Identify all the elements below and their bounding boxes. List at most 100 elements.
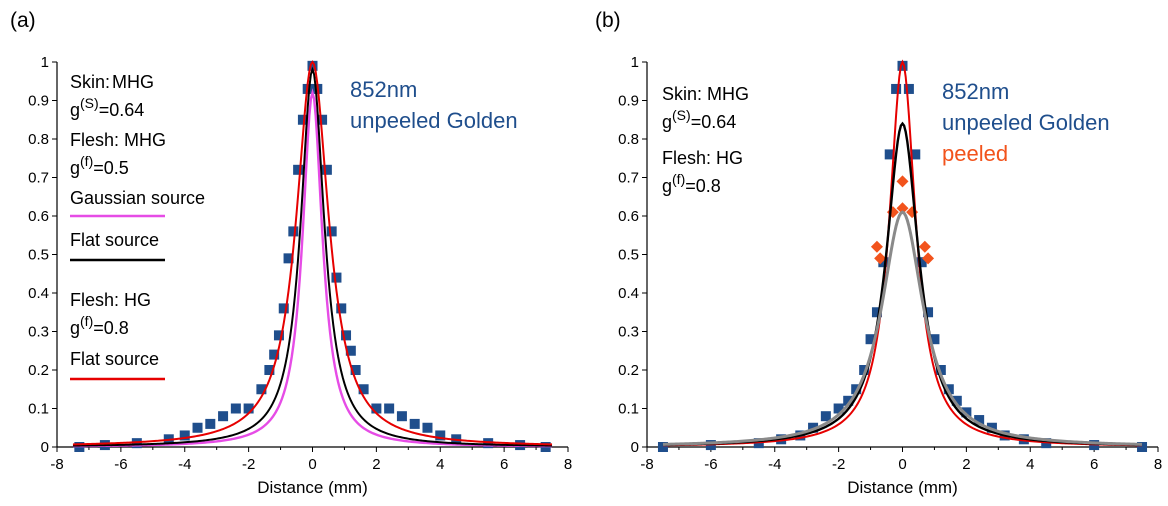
flesh1-g-a: g(f)=0.5 xyxy=(70,153,129,178)
y-tick-label-a-2: 0.2 xyxy=(28,362,49,379)
x-tick-label-a-5: 2 xyxy=(372,456,380,473)
data-point-a-0-12 xyxy=(269,349,280,360)
data-point-a-0-24 xyxy=(326,226,337,237)
data-point-b-1-1 xyxy=(874,252,887,265)
skin-g-b-sup: (S) xyxy=(672,107,691,123)
flesh-g-b-value: =0.8 xyxy=(685,176,721,196)
y-tick-label-a-10: 1 xyxy=(41,54,49,71)
plot-area-b: -8 -6 -4 -2 0 2 4 6 8 0 0.1 0.2 0.3 0.4 0.5 0.6 0.7 0.8 0.… xyxy=(618,54,1162,497)
skin-g-a-prefix: g xyxy=(70,100,80,120)
x-axis-label-a: Distance (mm) xyxy=(257,478,368,497)
x-tick-label-b-1: -6 xyxy=(704,456,717,473)
data-point-b-0-10 xyxy=(859,365,870,375)
annotation-wavelength-a: 852nm xyxy=(350,77,417,102)
data-point-a-0-13 xyxy=(273,330,284,341)
flesh-g-b-prefix: g xyxy=(662,176,672,196)
panel-label-a: (a) xyxy=(10,9,36,32)
data-point-a-0-5 xyxy=(192,422,203,433)
data-point-a-0-27 xyxy=(341,330,352,341)
y-tick-label-a-3: 0.3 xyxy=(28,324,49,341)
y-tick-label-a-4: 0.4 xyxy=(28,285,49,302)
legend-gaussian-label: Gaussian source xyxy=(70,188,205,208)
data-point-b-0-12 xyxy=(871,307,882,318)
legend-flat-black-label: Flat source xyxy=(70,230,159,250)
flesh2-g-a-sup: (f) xyxy=(80,313,93,329)
skin-model-b: MHG xyxy=(707,84,749,104)
skin-g-a: g(S)=0.64 xyxy=(70,95,144,120)
series-line-b-4 xyxy=(662,210,1143,446)
series-line-b-3 xyxy=(662,121,1143,446)
flesh-g-b: g(f)=0.8 xyxy=(662,171,721,196)
x-tick-label-b-5: 2 xyxy=(962,456,970,473)
data-point-b-0-17 xyxy=(903,83,914,94)
data-point-a-0-22 xyxy=(317,114,328,125)
data-point-a-0-29 xyxy=(350,365,361,375)
skin-g-a-value: =0.64 xyxy=(99,100,145,120)
x-tick-label-b-8: 8 xyxy=(1154,456,1162,473)
y-tick-label-a-0: 0 xyxy=(41,439,49,456)
x-axis-label-b: Distance (mm) xyxy=(847,478,958,497)
skin-label-b-text: Skin: xyxy=(662,84,702,104)
data-point-a-0-11 xyxy=(264,365,275,375)
x-tick-label-b-4: 0 xyxy=(898,456,906,473)
skin-g-a-sup: (S) xyxy=(80,95,99,111)
x-tick-label-a-0: -8 xyxy=(50,456,63,473)
y-tick-label-b-2: 0.2 xyxy=(618,362,639,379)
annotation-wavelength-b: 852nm xyxy=(942,79,1009,104)
flesh1-label-a: Flesh: MHG xyxy=(70,130,166,150)
data-point-b-0-22 xyxy=(935,365,946,375)
y-tick-label-b-1: 0.1 xyxy=(618,401,639,418)
data-point-a-0-6 xyxy=(205,418,216,429)
data-point-a-0-30 xyxy=(358,384,369,395)
data-point-b-0-14 xyxy=(884,149,895,160)
data-point-a-0-36 xyxy=(435,430,446,441)
legend-flat-red-label: Flat source xyxy=(70,349,159,369)
data-point-a-0-25 xyxy=(331,272,342,283)
series-line-a-2 xyxy=(72,66,553,447)
data-point-a-0-23 xyxy=(321,164,332,175)
flesh-label-b: Flesh: HG xyxy=(662,148,743,168)
skin-model-a: MHG xyxy=(112,72,154,92)
skin-g-b-value: =0.64 xyxy=(691,112,737,132)
data-point-a-0-15 xyxy=(283,253,294,264)
y-tick-label-b-9: 0.9 xyxy=(618,93,639,110)
y-tick-label-b-10: 1 xyxy=(631,54,639,71)
data-point-b-0-15 xyxy=(891,83,902,94)
flesh2-label-a: Flesh: HG xyxy=(70,290,151,310)
data-point-a-0-20 xyxy=(307,60,318,71)
x-tick-label-a-2: -4 xyxy=(178,456,191,473)
data-point-a-0-9 xyxy=(243,403,254,414)
x-tick-label-a-1: -6 xyxy=(114,456,127,473)
data-point-b-0-13 xyxy=(878,257,889,268)
data-point-b-0-8 xyxy=(843,395,854,406)
flesh2-g-a-value: =0.8 xyxy=(93,318,129,338)
data-point-a-0-10 xyxy=(256,384,267,395)
y-tick-label-b-7: 0.7 xyxy=(618,170,639,187)
data-point-b-0-19 xyxy=(916,257,927,268)
flesh-g-b-sup: (f) xyxy=(672,171,685,187)
plot-area-a: -8 -6 -4 -2 0 2 4 6 8 0 0.1 0.2 0.3 0.4 0.5 0.6 0.7 0.8 0.… xyxy=(28,54,572,497)
chart-panel-a: (a) -8 -6 -4 -2 0 2 4 6 8 0 0.1 0.2 0.3 0.4 0.5 0.6 0.7 0… xyxy=(10,9,572,497)
data-point-a-0-32 xyxy=(384,403,395,414)
x-tick-label-b-7: 6 xyxy=(1090,456,1098,473)
flesh1-g-a-sup: (f) xyxy=(80,153,93,169)
skin-label-b: Skin: MHG xyxy=(662,84,749,104)
data-point-b-0-0 xyxy=(657,442,668,452)
data-point-a-0-4 xyxy=(179,430,190,441)
y-tick-label-b-3: 0.3 xyxy=(618,324,639,341)
y-tick-label-b-0: 0 xyxy=(631,439,639,456)
data-point-a-0-35 xyxy=(422,422,433,433)
x-tick-label-a-4: 0 xyxy=(308,456,316,473)
skin-g-b: g(S)=0.64 xyxy=(662,107,736,132)
y-tick-label-a-8: 0.8 xyxy=(28,131,49,148)
x-tick-label-a-3: -2 xyxy=(242,456,255,473)
y-tick-label-a-9: 0.9 xyxy=(28,93,49,110)
data-point-b-1-6 xyxy=(918,240,931,253)
annotation-sample-a: unpeeled Golden xyxy=(350,108,518,133)
panel-label-b: (b) xyxy=(595,9,621,32)
data-point-b-1-7 xyxy=(922,252,935,265)
x-tick-label-b-6: 4 xyxy=(1026,456,1034,473)
flesh1-g-a-value: =0.5 xyxy=(93,158,129,178)
data-point-a-0-7 xyxy=(218,411,229,422)
